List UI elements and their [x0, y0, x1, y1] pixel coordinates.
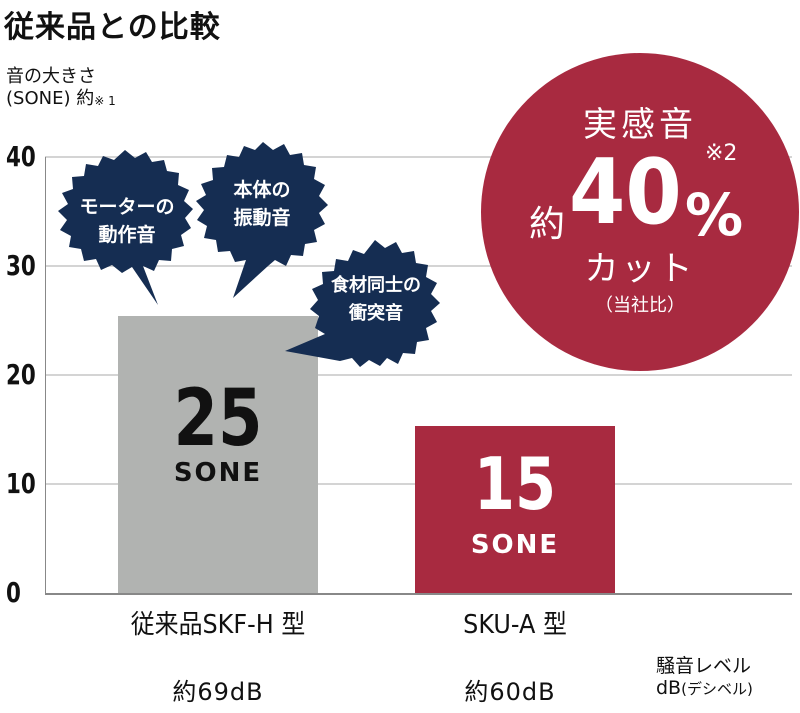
y-tick-10: 10 — [6, 467, 36, 500]
bubble-motor-line2: 動作音 — [98, 224, 156, 246]
bar-new-model-value: 15 — [473, 442, 557, 526]
y-axis-footnote: ※ 1 — [94, 94, 116, 108]
y-tick-30: 30 — [6, 249, 36, 282]
db-note-unit-reading: (デシベル) — [681, 680, 753, 698]
bar-new-model-unit: SONE — [470, 530, 560, 560]
bubble-vibration: 本体の 振動音 — [192, 176, 332, 232]
bubble-motor: モーターの 動作音 — [52, 193, 202, 249]
badge-value: 40 — [569, 140, 682, 245]
gridline-20 — [45, 374, 792, 376]
bar-new-model: 15 SONE — [415, 426, 615, 594]
y-tick-40: 40 — [6, 140, 36, 173]
badge-prefix: 約 — [529, 204, 566, 245]
y-axis-label: 音の大きさ (SONE) 約※ 1 — [6, 66, 116, 110]
y-axis-line — [45, 157, 46, 594]
y-tick-20: 20 — [6, 358, 36, 391]
bubble-collision: 食材同士の 衝突音 — [306, 272, 446, 328]
badge-line1: 実感音 — [583, 105, 697, 145]
bubble-motor-line1: モーターの — [79, 196, 175, 218]
bar-conventional-value: 25 — [173, 374, 263, 464]
db-note-unit: dB — [656, 677, 682, 699]
category-label-new-model: SKU-A 型 — [463, 610, 567, 640]
badge-percent: % — [685, 181, 744, 249]
category-label-conventional: 従来品SKF-H 型 — [130, 610, 306, 640]
badge-line3: カット — [584, 249, 696, 289]
bubble-collision-line1: 食材同士の — [331, 275, 421, 296]
bubble-vibration-line1: 本体の — [233, 179, 291, 201]
gridline-40 — [45, 156, 792, 158]
bar-conventional-unit: SONE — [173, 458, 263, 488]
db-note-line1: 騒音レベル — [656, 655, 752, 677]
badge-line4: （当社比） — [595, 295, 685, 316]
bubble-collision-line2: 衝突音 — [349, 303, 403, 324]
reduction-badge: 実感音 約 40 % ※2 カット （当社比） — [481, 53, 799, 371]
db-label-new-model: 約60dB — [464, 678, 556, 706]
y-axis-label-line2: (SONE) 約 — [6, 88, 95, 109]
bubble-vibration-shape — [196, 142, 328, 298]
bubble-collision-shape — [285, 240, 440, 367]
y-axis-label-line1: 音の大きさ — [6, 66, 96, 87]
y-tick-0: 0 — [6, 576, 21, 609]
badge-footnote: ※2 — [705, 141, 738, 166]
db-note: 騒音レベル dB(デシベル) — [656, 655, 753, 700]
db-label-conventional: 約69dB — [172, 678, 264, 706]
bubble-vibration-line2: 振動音 — [233, 207, 291, 229]
x-axis-baseline — [45, 593, 792, 595]
chart-title: 従来品との比較 — [4, 10, 221, 45]
bubble-motor-shape — [58, 150, 193, 305]
bar-conventional: 25 SONE — [118, 316, 318, 594]
